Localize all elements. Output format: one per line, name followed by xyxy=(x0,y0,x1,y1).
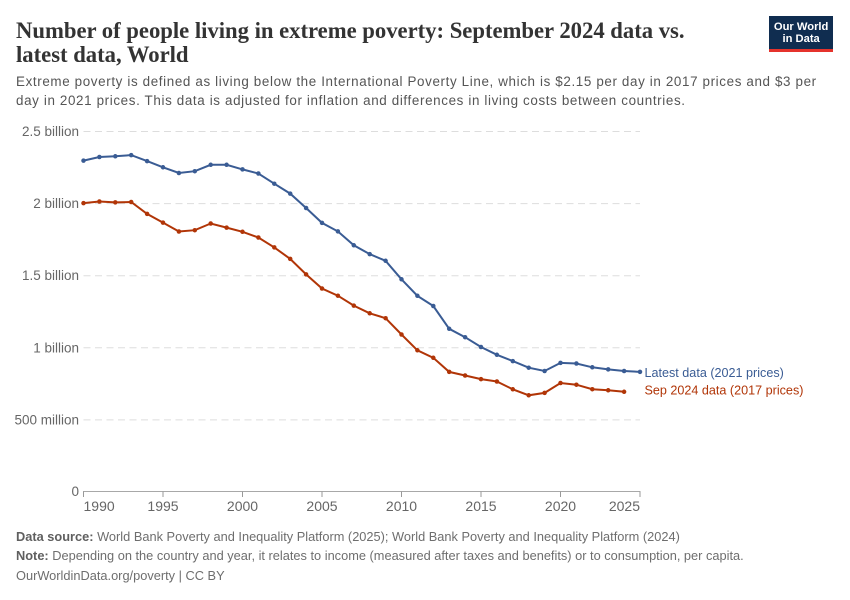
svg-text:2010: 2010 xyxy=(386,498,417,514)
svg-text:2 billion: 2 billion xyxy=(33,196,79,211)
svg-text:1990: 1990 xyxy=(84,498,115,514)
svg-text:1995: 1995 xyxy=(147,498,178,514)
svg-text:2.5 billion: 2.5 billion xyxy=(22,124,79,139)
svg-text:1 billion: 1 billion xyxy=(33,340,79,355)
svg-text:2025: 2025 xyxy=(609,498,640,514)
svg-text:Sep 2024 data (2017 prices): Sep 2024 data (2017 prices) xyxy=(645,383,804,397)
svg-text:2000: 2000 xyxy=(227,498,258,514)
svg-text:Latest data (2021 prices): Latest data (2021 prices) xyxy=(645,366,784,380)
svg-text:0: 0 xyxy=(71,484,79,499)
svg-text:2020: 2020 xyxy=(545,498,576,514)
svg-text:2015: 2015 xyxy=(465,498,496,514)
svg-text:1.5 billion: 1.5 billion xyxy=(22,268,79,283)
svg-text:2005: 2005 xyxy=(306,498,337,514)
svg-text:500 million: 500 million xyxy=(14,412,79,427)
